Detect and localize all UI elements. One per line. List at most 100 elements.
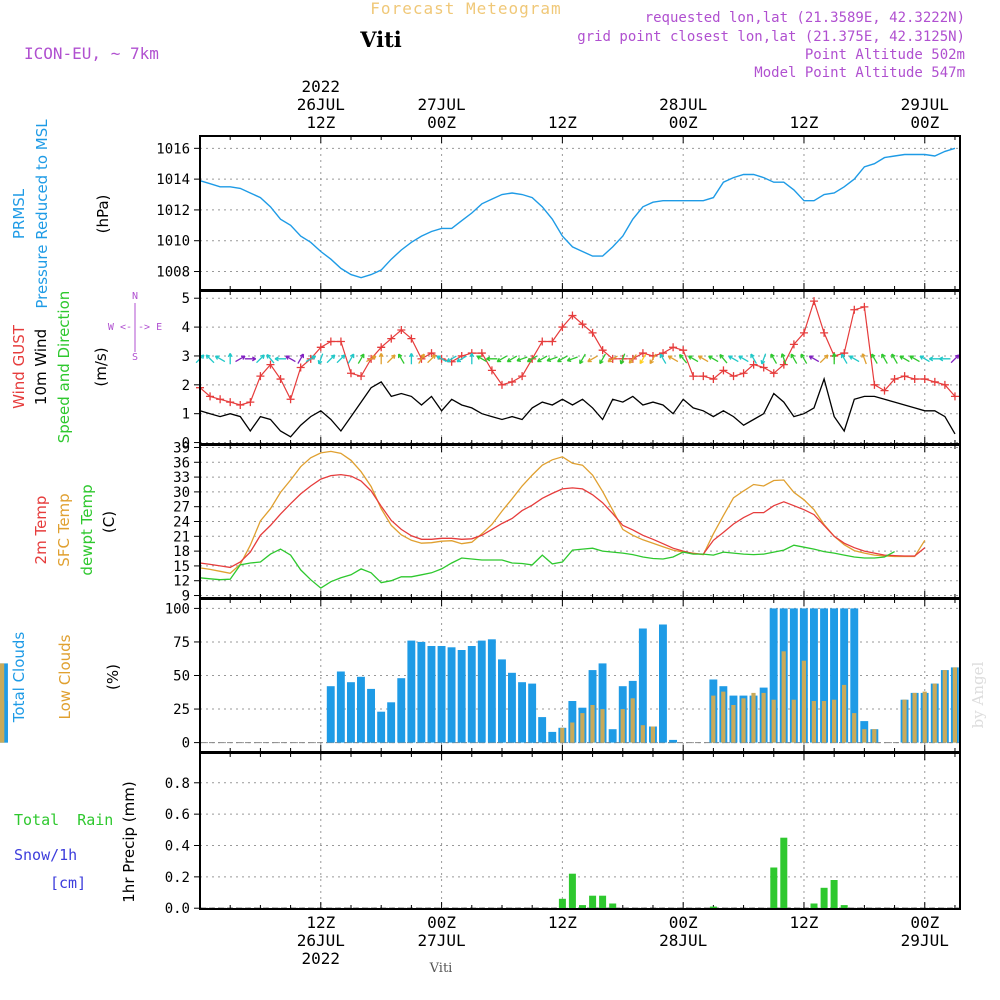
total-clouds-bar bbox=[789, 608, 798, 743]
wind-direction-arrow bbox=[678, 353, 688, 364]
low-clouds-bar bbox=[711, 695, 716, 743]
top-time-label: 27JUL bbox=[418, 95, 466, 114]
wind-direction-arrow bbox=[899, 355, 910, 363]
total-clouds-bar bbox=[568, 701, 577, 743]
low-clouds-bar bbox=[942, 670, 947, 743]
wind-gust-point bbox=[789, 340, 798, 349]
total-clouds-bar bbox=[548, 731, 557, 743]
top-time-label: 12Z bbox=[548, 113, 577, 132]
wind-gust-point bbox=[286, 395, 295, 404]
low-clouds-bar bbox=[771, 699, 776, 743]
total-clouds-bar bbox=[437, 646, 446, 743]
wind-gust-point bbox=[719, 366, 728, 375]
wind-direction-arrow bbox=[950, 354, 960, 364]
low-clouds-bar bbox=[630, 698, 635, 743]
pressure-ytick-label: 1012 bbox=[156, 203, 190, 219]
total-clouds-bar bbox=[669, 739, 677, 743]
wind-direction-arrow bbox=[357, 353, 365, 364]
rain-bar bbox=[568, 873, 576, 909]
wind-direction-arrow bbox=[607, 355, 618, 363]
wind-direction-arrow bbox=[919, 355, 930, 363]
temp-dewpt-series-line bbox=[199, 544, 895, 589]
wind-direction-arrow bbox=[649, 353, 657, 365]
wind-direction-arrow bbox=[436, 355, 447, 363]
wind-direction-arrow bbox=[667, 355, 679, 363]
low-clouds-bar bbox=[590, 705, 595, 743]
precip-plot-area bbox=[200, 753, 960, 909]
wind-gust-point bbox=[900, 372, 909, 381]
wind-direction-arrow bbox=[881, 353, 888, 364]
wind-gust-point bbox=[377, 343, 386, 352]
bottom-time-label: 12Z bbox=[790, 913, 819, 932]
wind-gust-point bbox=[779, 360, 788, 369]
pressure-panel: 1008 1010 1012 1014 1016 bbox=[156, 135, 961, 291]
wind-direction-arrow bbox=[770, 353, 778, 364]
top-time-label: 29JUL bbox=[901, 95, 949, 114]
top-time-label: 12Z bbox=[790, 113, 819, 132]
pressure-ytick-label: 1014 bbox=[156, 172, 190, 188]
wind-direction-arrow bbox=[285, 355, 296, 363]
clouds-ytick-label: 75 bbox=[173, 635, 190, 651]
wind-direction-arrow bbox=[305, 355, 317, 363]
wind-direction-arrow bbox=[871, 353, 878, 364]
rain-bar bbox=[599, 895, 607, 909]
low-clouds-bar bbox=[902, 699, 907, 743]
total-clouds-bar bbox=[407, 640, 416, 743]
wind-gust-point bbox=[518, 372, 527, 381]
wind-gust-point bbox=[920, 375, 929, 384]
bottom-time-label: 26JUL bbox=[297, 931, 345, 950]
temp-sfc-label: SFC Temp bbox=[55, 493, 73, 566]
wind-gust-point bbox=[699, 372, 708, 381]
wind-gust-point bbox=[870, 380, 879, 389]
wind-direction-arrow bbox=[476, 355, 487, 363]
wind-gust-point bbox=[246, 398, 255, 407]
wind-gust-point bbox=[548, 337, 557, 346]
wind-direction-arrow bbox=[214, 355, 226, 363]
wind-gust-point bbox=[397, 325, 406, 334]
wind-gust-point bbox=[568, 311, 577, 320]
rain-bar bbox=[840, 905, 848, 909]
wind-gust-point bbox=[538, 337, 547, 346]
wind-ytick-label: 0 bbox=[182, 436, 190, 452]
top-time-label: 12Z bbox=[306, 113, 335, 132]
wind-gust-point bbox=[930, 377, 939, 386]
low-clouds-bar bbox=[650, 726, 655, 743]
wind-direction-arrow bbox=[227, 352, 233, 365]
precip-labels: Total Rain Snow/1h [cm] 1hr Precip (mm) bbox=[14, 781, 138, 902]
clouds-ytick-label: 50 bbox=[173, 669, 190, 685]
wind-gust-point bbox=[276, 375, 285, 384]
wind-direction-arrow bbox=[205, 354, 215, 364]
wind-direction-arrow bbox=[840, 353, 848, 364]
wind-direction-arrow bbox=[719, 353, 728, 364]
clouds-ytick-label: 25 bbox=[173, 702, 190, 718]
wind-direction-arrow bbox=[536, 355, 548, 363]
low-clouds-bar bbox=[731, 705, 736, 743]
wind-ytick-label: 1 bbox=[182, 407, 190, 423]
wind-gust-series-line bbox=[199, 299, 956, 406]
rain-bar bbox=[770, 867, 778, 909]
wind-gust-point bbox=[236, 401, 245, 410]
wind-gust-point bbox=[860, 302, 869, 311]
top-time-label: 26JUL bbox=[297, 95, 345, 114]
model-point-altitude: Model Point Altitude 547m bbox=[754, 65, 965, 81]
wind-direction-arrow bbox=[819, 354, 829, 364]
snow-cm-label: [cm] bbox=[50, 874, 86, 892]
precip-frame bbox=[199, 752, 961, 910]
temp-unit: (C) bbox=[100, 511, 118, 533]
low-clouds-bar bbox=[620, 709, 625, 743]
temperature-ytick-label: 27 bbox=[173, 500, 190, 516]
clouds-panel: 0 25 50 75 100 bbox=[0, 598, 961, 753]
wind-direction-arrow bbox=[397, 353, 405, 364]
low-clouds-bar bbox=[821, 701, 827, 743]
wind-direction-arrow bbox=[486, 356, 498, 362]
wind-gust-label: Wind GUST bbox=[10, 324, 28, 409]
total-clouds-bar bbox=[387, 702, 396, 743]
wind-gust-point bbox=[729, 372, 738, 381]
total-clouds-bar bbox=[840, 608, 849, 743]
wind-gust-point bbox=[679, 346, 688, 355]
wind-direction-arrow bbox=[317, 353, 324, 365]
top-time-label: 28JUL bbox=[659, 95, 707, 114]
wind-gust-point bbox=[669, 343, 678, 352]
wind-ytick-label: 5 bbox=[182, 291, 190, 307]
